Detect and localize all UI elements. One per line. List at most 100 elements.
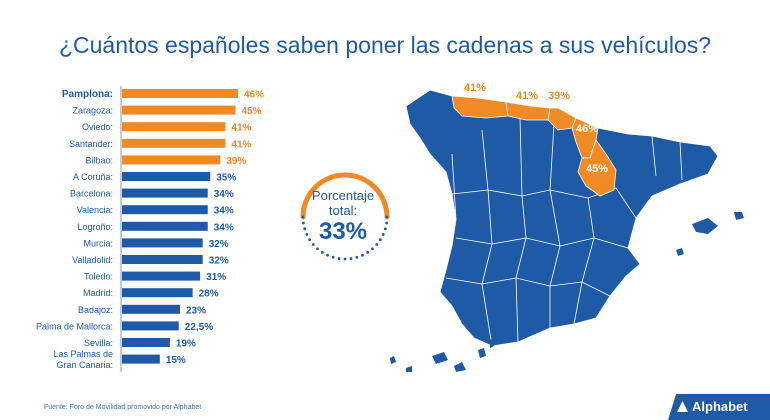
gauge-dot bbox=[337, 257, 341, 260]
gauge-dots bbox=[301, 215, 389, 261]
bar-value-label: 23% bbox=[186, 305, 206, 316]
bar bbox=[122, 255, 203, 264]
gauge-dot bbox=[349, 257, 353, 260]
bar-value-label: 35% bbox=[216, 173, 236, 184]
bar-category-label: Murcia: bbox=[83, 238, 113, 248]
gauge-dot bbox=[371, 247, 374, 251]
region-cantabria bbox=[505, 101, 551, 121]
bar bbox=[122, 354, 160, 364]
bar bbox=[122, 105, 236, 115]
total-gauge bbox=[300, 172, 390, 261]
bar bbox=[122, 205, 208, 215]
gauge-arc bbox=[300, 172, 390, 220]
bar-category-label: Barcelona: bbox=[70, 189, 113, 199]
gauge-caption-line1: Porcentaje bbox=[311, 188, 375, 203]
page-title: ¿Cuántos españoles saben poner las caden… bbox=[58, 32, 712, 58]
gauge-dot bbox=[378, 238, 382, 242]
bar-value-label: 31% bbox=[206, 272, 226, 283]
spain-map: 41% 41% 39% 46% 45% bbox=[390, 82, 744, 372]
gauge-dot bbox=[320, 250, 324, 254]
bar-value-label: 34% bbox=[214, 206, 234, 217]
bar-value-label: 22,5% bbox=[185, 322, 213, 333]
map-label-navarra: 46% bbox=[576, 123, 598, 135]
bar bbox=[122, 138, 226, 148]
gauge-dot bbox=[301, 215, 305, 219]
map-labels: 41% 41% 39% 46% 45% bbox=[464, 82, 608, 175]
bar-category-label: Bilbao: bbox=[85, 155, 113, 165]
bar-category-label: Las Palmas de Gran Canaria: bbox=[53, 349, 113, 370]
alphabet-logo: Alphabet bbox=[668, 394, 770, 420]
map-label-pais-vasco: 39% bbox=[548, 90, 570, 102]
bar-category-label: Sevilla: bbox=[84, 338, 113, 348]
bar-value-label: 34% bbox=[214, 222, 234, 233]
gauge-dot bbox=[331, 255, 335, 259]
logo-mark-icon bbox=[677, 401, 688, 412]
bar-value-label: 32% bbox=[209, 256, 229, 267]
logo-text: Alphabet bbox=[692, 399, 748, 414]
province-borders bbox=[445, 117, 683, 347]
bar-value-label: 39% bbox=[226, 156, 246, 167]
bar bbox=[122, 321, 179, 331]
gauge-dot bbox=[361, 253, 364, 257]
gauge-dot bbox=[302, 221, 305, 225]
bar bbox=[122, 172, 211, 181]
bar-value-label: 32% bbox=[209, 239, 229, 250]
canary-islands bbox=[390, 338, 494, 372]
gauge-dot bbox=[385, 221, 388, 225]
gauge-dot bbox=[385, 215, 389, 219]
bar-category-label: Oviedo: bbox=[82, 122, 113, 132]
bar bbox=[122, 221, 208, 231]
bar-value-label: 15% bbox=[166, 355, 186, 366]
bar bbox=[122, 155, 221, 165]
map-label-zaragoza: 45% bbox=[586, 163, 608, 175]
gauge-dot bbox=[383, 227, 387, 231]
bar-value-label: 45% bbox=[241, 106, 261, 117]
region-zaragoza bbox=[577, 139, 617, 197]
map-label-cantabria: 41% bbox=[516, 90, 538, 102]
bar-value-label: 34% bbox=[214, 189, 234, 200]
gauge-dot bbox=[303, 227, 307, 231]
bar-category-label: A Coruña: bbox=[73, 172, 113, 182]
gauge-dot bbox=[316, 247, 319, 251]
gauge-caption-line2: total: bbox=[328, 203, 358, 218]
bar-category-label: Madrid: bbox=[83, 288, 113, 298]
bar-chart: Pamplona: 46% Zaragoza: 45% Oviedo: 41% Santan… bbox=[36, 86, 264, 372]
bar-category-label: Pamplona: bbox=[62, 89, 113, 100]
gauge-dot bbox=[343, 257, 347, 261]
bar-category-label: Valladolid: bbox=[72, 255, 113, 265]
region-asturias bbox=[451, 95, 509, 119]
bar-category-label: Valencia: bbox=[77, 205, 113, 215]
gauge-caption: Porcentaje total: bbox=[283, 188, 403, 218]
gauge-dot bbox=[305, 233, 309, 236]
bar bbox=[122, 89, 238, 98]
bar-category-label: Zaragoza: bbox=[72, 106, 113, 116]
source-note: Fuente: Foro de Movilidad promovido por … bbox=[44, 404, 202, 411]
bar bbox=[122, 122, 226, 132]
gauge-dot bbox=[375, 243, 379, 246]
bar bbox=[122, 271, 201, 281]
bar-value-label: 41% bbox=[231, 139, 251, 150]
balearic-islands bbox=[676, 212, 744, 256]
gauge-dot bbox=[326, 253, 329, 257]
bar-value-label: 19% bbox=[176, 339, 196, 350]
bars-layer: Pamplona: 46% Zaragoza: 45% Oviedo: 41% Santan… bbox=[36, 89, 264, 370]
bar-category-label: Badajoz: bbox=[78, 305, 113, 315]
bar-value-label: 28% bbox=[199, 289, 219, 300]
map-label-asturias: 41% bbox=[464, 82, 486, 94]
gauge-dot bbox=[308, 238, 312, 242]
bar bbox=[122, 238, 203, 248]
bar bbox=[122, 188, 208, 198]
gauge-dot bbox=[355, 255, 359, 259]
bar-category-label: Logroño: bbox=[77, 222, 113, 232]
bar-value-label: 46% bbox=[244, 90, 264, 101]
gauge-dot bbox=[366, 250, 370, 254]
bar bbox=[122, 338, 170, 347]
gauge-value: 33% bbox=[318, 218, 368, 245]
gauge-dot bbox=[311, 243, 315, 246]
bar bbox=[122, 288, 193, 298]
bar-category-label: Palma de Mallorca: bbox=[36, 321, 113, 331]
gauge-dot bbox=[381, 233, 385, 236]
bar-category-label: Santander: bbox=[69, 139, 113, 149]
bar-category-label: Toledo: bbox=[84, 272, 113, 282]
bar bbox=[122, 304, 180, 314]
